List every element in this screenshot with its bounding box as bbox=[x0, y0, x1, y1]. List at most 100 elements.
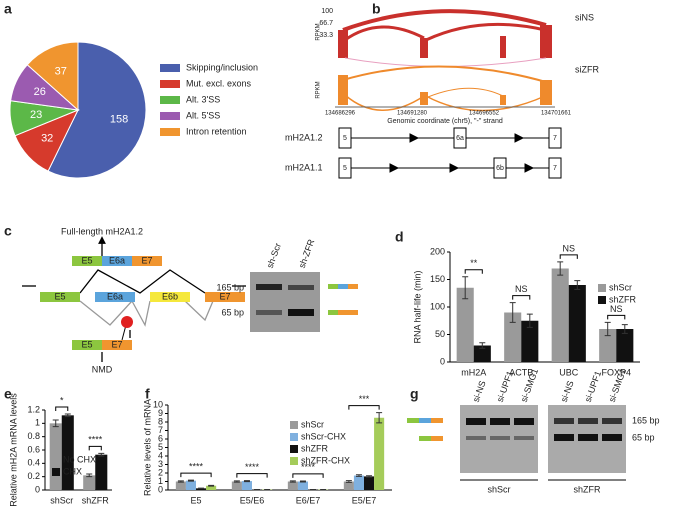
isoform-name: mH2A1.1 bbox=[285, 162, 323, 172]
y-tick-label: 0 bbox=[158, 484, 163, 494]
legend-label: Mut. excl. exons bbox=[186, 78, 252, 88]
label: NMD bbox=[92, 364, 113, 374]
group-label: shZFR bbox=[574, 484, 602, 494]
exon-label: 6b bbox=[496, 165, 504, 172]
legend-label: shScr-CHX bbox=[301, 431, 346, 441]
panel-letter: b bbox=[372, 1, 381, 17]
significance-bracket bbox=[513, 296, 530, 300]
legend-swatch bbox=[290, 445, 298, 453]
bar bbox=[95, 455, 107, 490]
y-axis-title: Relative mH2A mRNA levels bbox=[8, 393, 18, 507]
annotation: NS bbox=[610, 304, 623, 314]
annotation: **** bbox=[245, 462, 260, 472]
exon-label: E7 bbox=[141, 255, 152, 265]
x-tick-label: UBC bbox=[559, 367, 579, 377]
annotation: * bbox=[60, 395, 64, 405]
x-tick-label: shZFR bbox=[82, 495, 110, 505]
axis-label: RPKM bbox=[316, 81, 322, 98]
legend-swatch bbox=[598, 284, 606, 292]
y-axis-title: RNA half-life (min) bbox=[412, 270, 422, 343]
legend-swatch bbox=[160, 96, 180, 104]
significance-bracket bbox=[56, 407, 68, 411]
title: Full-length mH2A1.2 bbox=[61, 226, 143, 236]
exon-label: E5 bbox=[81, 255, 92, 265]
bar bbox=[298, 482, 308, 491]
x-tick-label: 134701661 bbox=[541, 111, 572, 117]
panel-letter: g bbox=[410, 386, 419, 402]
significance-bracket bbox=[237, 474, 267, 478]
x-tick-label: FOXP4 bbox=[601, 367, 631, 377]
y-tick-label: 33.3 bbox=[319, 32, 333, 39]
lane-label: sh-ZFR bbox=[297, 237, 317, 269]
legend-swatch bbox=[160, 128, 180, 136]
bar bbox=[242, 481, 252, 490]
slice-label: 158 bbox=[110, 113, 128, 125]
track-label: siZFR bbox=[575, 64, 599, 74]
legend-label: shScr bbox=[609, 282, 632, 292]
slice-label: 32 bbox=[41, 133, 53, 145]
annotation: *** bbox=[359, 394, 370, 404]
legend-label: shZFR bbox=[609, 294, 637, 304]
exon-label: 5 bbox=[343, 135, 347, 142]
bar bbox=[552, 269, 569, 363]
legend-label: Skipping/inclusion bbox=[186, 62, 258, 72]
x-tick-label: shScr bbox=[50, 495, 73, 505]
size-label: 65 bp bbox=[221, 307, 244, 317]
exon-label: 7 bbox=[553, 165, 557, 172]
slice-label: 26 bbox=[34, 86, 46, 98]
isoform-lines bbox=[345, 134, 555, 172]
annotation: **** bbox=[189, 462, 204, 472]
y-tick-label: 0.6 bbox=[27, 444, 40, 454]
significance-bracket bbox=[89, 446, 101, 450]
significance-bracket bbox=[465, 270, 482, 274]
y-tick-label: 9 bbox=[158, 408, 163, 418]
sashimi-bottom bbox=[335, 66, 555, 110]
significance-bracket bbox=[181, 473, 211, 477]
legend-swatch bbox=[290, 421, 298, 429]
significance-bracket bbox=[608, 315, 625, 319]
bar bbox=[364, 476, 374, 490]
x-tick-label: 134696552 bbox=[469, 111, 500, 117]
size-label: 165 bp bbox=[632, 415, 660, 425]
y-tick-label: 10 bbox=[153, 399, 163, 409]
bar bbox=[176, 482, 186, 491]
error-bar bbox=[65, 414, 71, 417]
legend-label: shScr bbox=[301, 419, 324, 429]
x-tick-label: mH2A bbox=[461, 367, 486, 377]
x-tick-label: E6/E7 bbox=[296, 495, 321, 505]
legend-label: Alt. 5'SS bbox=[186, 110, 220, 120]
gel-g bbox=[407, 405, 626, 480]
legend-swatch bbox=[160, 112, 180, 120]
bar bbox=[232, 482, 242, 491]
gel-c bbox=[250, 272, 358, 332]
annotation: NS bbox=[515, 284, 528, 294]
annotation: ** bbox=[470, 258, 478, 268]
y-tick-label: 0.2 bbox=[27, 471, 40, 481]
track-label: siNS bbox=[575, 12, 594, 22]
y-tick-label: 5 bbox=[158, 442, 163, 452]
legend-label: No CHX bbox=[63, 454, 96, 464]
y-tick-label: 200 bbox=[430, 246, 445, 256]
x-tick-label: E5/E6 bbox=[240, 495, 265, 505]
exon-label: 5 bbox=[343, 165, 347, 172]
legend-swatch bbox=[598, 296, 606, 304]
x-tick-label: 134691280 bbox=[397, 111, 428, 117]
significance-bracket bbox=[349, 406, 379, 410]
lane-label: si-NS bbox=[559, 379, 576, 403]
lane-label: sh-Scr bbox=[265, 242, 283, 270]
y-axis-title: Relative levels of mRNA bbox=[142, 399, 152, 496]
exon-label: E5 bbox=[54, 291, 65, 301]
lane-label: si-UPF1 bbox=[583, 370, 604, 404]
bar bbox=[374, 418, 384, 490]
size-label: 65 bp bbox=[632, 432, 655, 442]
legend-swatch bbox=[290, 433, 298, 441]
y-tick-label: 3 bbox=[158, 459, 163, 469]
bar bbox=[288, 482, 298, 491]
error-bar bbox=[86, 474, 92, 477]
legend-swatch bbox=[290, 457, 298, 465]
y-tick-label: 100 bbox=[321, 8, 333, 15]
exon-label: 7 bbox=[553, 135, 557, 142]
group-label: shScr bbox=[487, 484, 510, 494]
legend-label: Alt. 3'SS bbox=[186, 94, 220, 104]
legend-swatch bbox=[160, 80, 180, 88]
